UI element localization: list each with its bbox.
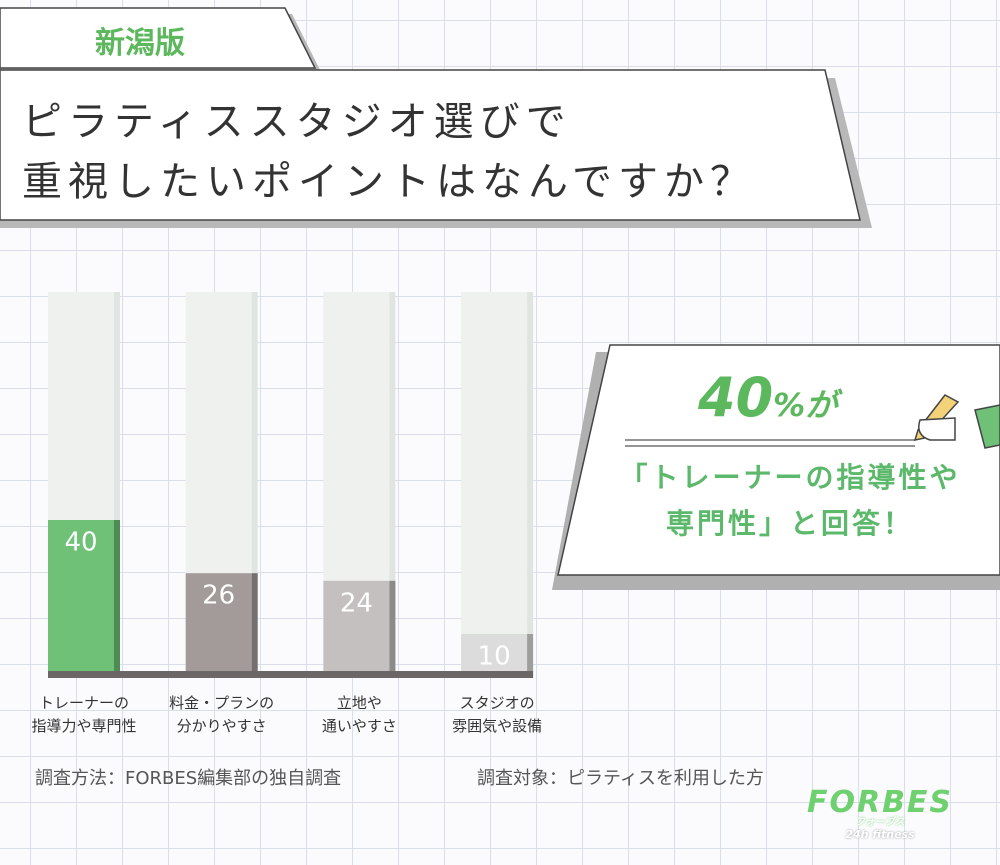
value-label: 10 <box>478 642 511 672</box>
bar-side <box>114 520 120 672</box>
tag-text: 新潟版 <box>95 26 185 61</box>
headline-number: 40 <box>698 366 774 429</box>
callout-headline: 40%が <box>698 366 837 429</box>
bar-side <box>251 573 258 672</box>
value-label: 24 <box>340 588 373 618</box>
bar-track-side <box>251 292 258 672</box>
logo-kana: フォーブス <box>855 817 905 828</box>
logo-name: FORBES <box>806 785 954 820</box>
bar-track-side <box>114 292 120 672</box>
bar <box>461 634 528 672</box>
bar-side <box>527 634 534 672</box>
bar-side <box>389 580 396 672</box>
logo: FORBES フォーブス 24h fitness <box>800 788 960 842</box>
headline-text: %が <box>773 386 838 424</box>
category-label: トレーナーの 指導力や専門性 <box>31 694 137 735</box>
category-label: 立地や 通いやすさ <box>321 694 397 735</box>
bar <box>185 573 252 672</box>
bar-track-side <box>389 292 396 672</box>
bar-track <box>461 292 528 672</box>
bar-chart: 40 26 24 10 <box>48 292 534 678</box>
bar-track-side <box>527 292 534 672</box>
footnote: 調査方法：FORBES編集部の独自調査 <box>35 768 342 789</box>
value-label: 40 <box>64 528 97 558</box>
title-box <box>0 69 861 221</box>
callout-body: 「トレーナーの指導性や 専門性」と回答！ <box>619 461 961 540</box>
bar <box>323 580 390 672</box>
title: ピラティススタジオ選びで 重視したいポイントはなんですか？ <box>22 99 756 205</box>
baseline <box>48 671 534 678</box>
logo-sub: 24h fitness <box>845 828 915 841</box>
bar <box>48 520 114 672</box>
category-label: スタジオの 雰囲気や設備 <box>452 694 543 735</box>
callout-box <box>557 344 1000 576</box>
footnote: 調査対象：ピラティスを利用した方 <box>477 768 764 789</box>
pencil-icon <box>913 394 1000 449</box>
tag-box <box>0 7 317 69</box>
category-label: 料金・プランの 分かりやすさ <box>169 694 275 735</box>
value-label: 26 <box>202 581 235 611</box>
